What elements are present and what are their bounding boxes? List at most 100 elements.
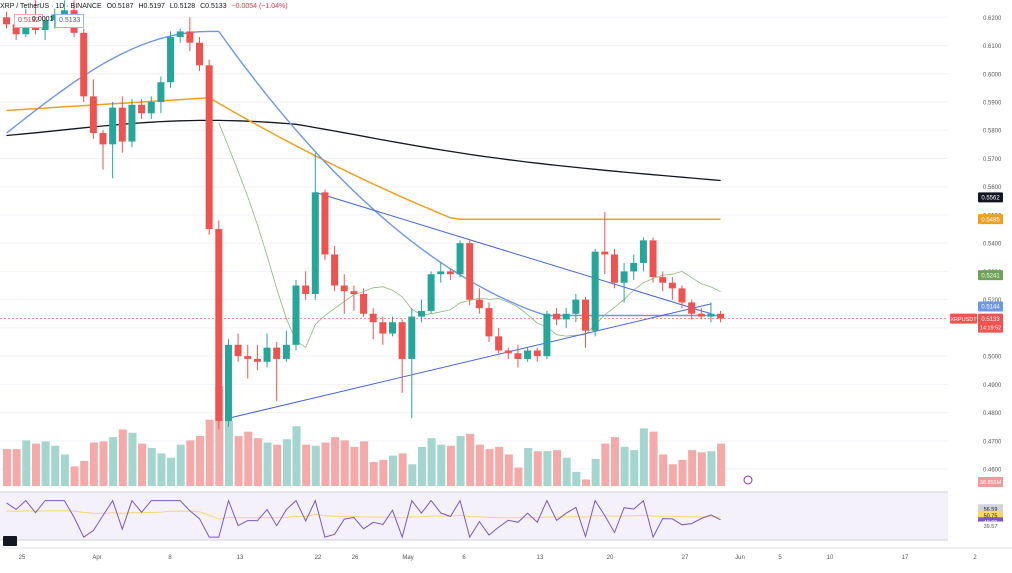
rsi-label-text: 56.59: [984, 507, 998, 513]
rsi-pane: [0, 491, 1012, 541]
price-tick-label: 0.4600: [983, 468, 1002, 474]
candle-body: [311, 192, 319, 294]
candle-body: [89, 96, 97, 134]
volume-bar: [311, 445, 320, 486]
volume-bar: [138, 443, 147, 486]
candle-body: [610, 254, 618, 283]
candle-body: [215, 229, 223, 422]
rsi-background: [0, 492, 948, 540]
symbol-title[interactable]: XRP / TetherUS · 1D · BINANCE: [0, 3, 102, 10]
candle-body: [321, 192, 329, 255]
price-label-box: [978, 301, 1003, 312]
candle-body: [273, 347, 281, 359]
last-price-box: [978, 313, 1003, 333]
time-tick-label: 2: [973, 555, 977, 561]
volume-bar: [331, 437, 340, 486]
candle-body: [51, 14, 59, 21]
volume-bar: [524, 447, 533, 486]
volume-bar: [572, 471, 581, 486]
candle-body: [292, 285, 300, 345]
price-label-box: [978, 192, 1003, 203]
price-label-text: 0.5562: [981, 196, 1000, 202]
price-tick-label: 0.5900: [983, 101, 1002, 107]
price-tick-label: 0.5000: [983, 355, 1002, 361]
candle-body: [572, 299, 580, 314]
volume-bar: [717, 443, 726, 486]
candle-body: [176, 31, 184, 38]
candle-body: [659, 277, 667, 283]
candle-body: [12, 24, 20, 35]
change-value: −0.0054 (−1.04%): [231, 3, 288, 10]
price-axis: 0.6200 0.6100 0.6000 0.5900 0.5800 0.5700 0.56…: [948, 0, 1012, 548]
sell-price-button[interactable]: 0.5132: [14, 14, 44, 28]
time-tick-label: May: [402, 555, 413, 561]
volume-bar: [707, 451, 716, 486]
candle-body: [302, 285, 310, 294]
volume-bars: [3, 386, 726, 486]
price-tick-label: 0.5200: [983, 298, 1002, 304]
tradingview-logo-icon: [3, 536, 17, 546]
candle-body: [668, 282, 676, 289]
volume-bar: [553, 450, 562, 486]
volume-bar: [99, 441, 108, 486]
candle-body: [466, 243, 474, 300]
volume-bar: [22, 440, 31, 486]
candle-body: [234, 344, 242, 357]
ma-50-line: [6, 30, 721, 317]
volume-bar: [205, 419, 214, 486]
candle-body: [224, 344, 232, 422]
rsi-ma-line: [6, 510, 721, 520]
alert-icon[interactable]: [743, 475, 753, 485]
countdown-text: 14:19:52: [980, 326, 1001, 332]
candle-body: [350, 291, 358, 294]
volume-bar: [3, 449, 11, 486]
time-axis-bg: [0, 548, 1012, 568]
symbol-header: XRP / TetherUS · 1D · BINANCE O0.5187 H0…: [0, 0, 560, 14]
volume-bar: [369, 462, 378, 486]
candle-body: [591, 251, 599, 331]
candle-body: [630, 262, 638, 272]
candle-body: [456, 243, 464, 275]
volume-bar: [167, 457, 176, 486]
volume-bar: [543, 451, 552, 486]
volume-bar: [475, 444, 484, 486]
time-tick-label: 13: [237, 555, 244, 561]
volume-bar: [263, 442, 272, 486]
buy-price-button[interactable]: 0.5133: [55, 14, 85, 28]
candle-body: [485, 308, 493, 337]
last-price-text: 0.5133: [981, 317, 1000, 323]
candle-body: [495, 336, 503, 351]
price-tick-label: 0.6200: [983, 16, 1002, 22]
volume-bar: [89, 442, 98, 486]
volume-bar: [485, 449, 494, 486]
volume-bar: [360, 441, 369, 486]
close-value: C0.5133: [200, 3, 227, 10]
candle-body: [707, 313, 715, 317]
volume-bar: [630, 450, 639, 486]
symbol-tag-text: XRPUSDT: [950, 317, 977, 323]
price-tick-label: 0.5800: [983, 129, 1002, 135]
volume-bar: [118, 429, 127, 486]
volume-bar: [234, 436, 243, 486]
candle-body: [263, 347, 271, 362]
candle-body: [244, 356, 252, 359]
price-label-text: 0.5144: [981, 305, 1000, 311]
candle-body: [533, 350, 541, 357]
volume-bar: [417, 446, 426, 486]
open-value: O0.5187: [106, 3, 134, 10]
volume-bar: [456, 436, 465, 486]
candle-body: [688, 302, 696, 314]
candle-body: [601, 251, 609, 255]
volume-bar: [678, 459, 687, 486]
candle-body: [398, 322, 406, 359]
volume-bar: [582, 479, 590, 486]
candle-body: [3, 17, 10, 25]
volume-bar: [427, 438, 436, 486]
candle-body: [717, 313, 725, 319]
volume-bar: [389, 455, 397, 486]
volume-bar: [514, 467, 523, 486]
price-tick-label: 0.4800: [983, 411, 1002, 417]
volume-bar: [562, 457, 571, 486]
